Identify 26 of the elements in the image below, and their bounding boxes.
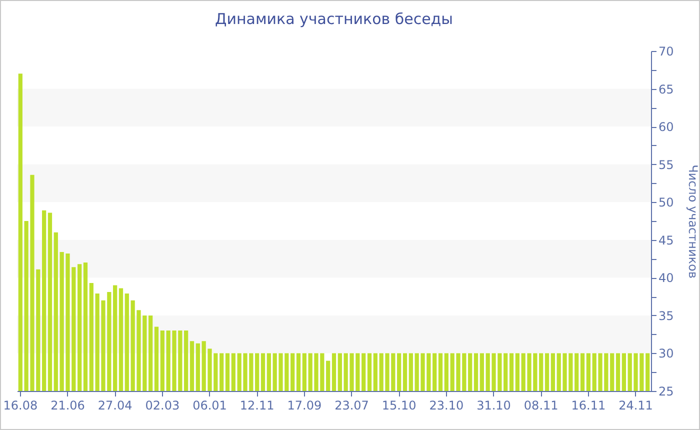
x-tick-label: 12.11 — [240, 398, 274, 412]
y-tick-label: 45 — [658, 233, 674, 248]
y-tick-label: 60 — [658, 120, 674, 134]
x-tick-label: 21.06 — [50, 398, 85, 412]
y-tick-label: 50 — [658, 196, 674, 210]
y-tick-label: 55 — [658, 158, 674, 172]
x-tick-label: 24.11 — [618, 398, 653, 412]
x-tick-label: 17.09 — [287, 398, 322, 412]
x-tick-label: 23.10 — [429, 398, 464, 412]
y-tick-label: 35 — [658, 308, 674, 323]
x-tick-label: 27.04 — [98, 398, 132, 412]
x-tick-label: 06.01 — [192, 398, 227, 412]
y-tick-label: 25 — [658, 384, 674, 398]
y-tick-label: 65 — [658, 82, 674, 96]
x-tick-label: 15.10 — [382, 398, 416, 412]
chart-title: Динамика участников беседы — [214, 10, 454, 28]
x-tick-label: 23.07 — [334, 398, 369, 412]
y-axis-title: Число участников — [686, 164, 700, 278]
y-tick-label: 40 — [658, 271, 674, 286]
x-tick-label: 31.10 — [476, 398, 511, 412]
y-tick-label: 30 — [658, 346, 674, 361]
x-tick-label: 08.11 — [524, 398, 558, 412]
x-tick-label: 16.11 — [571, 398, 606, 412]
x-tick-label: 02.03 — [145, 398, 180, 412]
x-tick-label: 16.08 — [3, 398, 38, 412]
y-tick-label: 70 — [658, 44, 674, 58]
